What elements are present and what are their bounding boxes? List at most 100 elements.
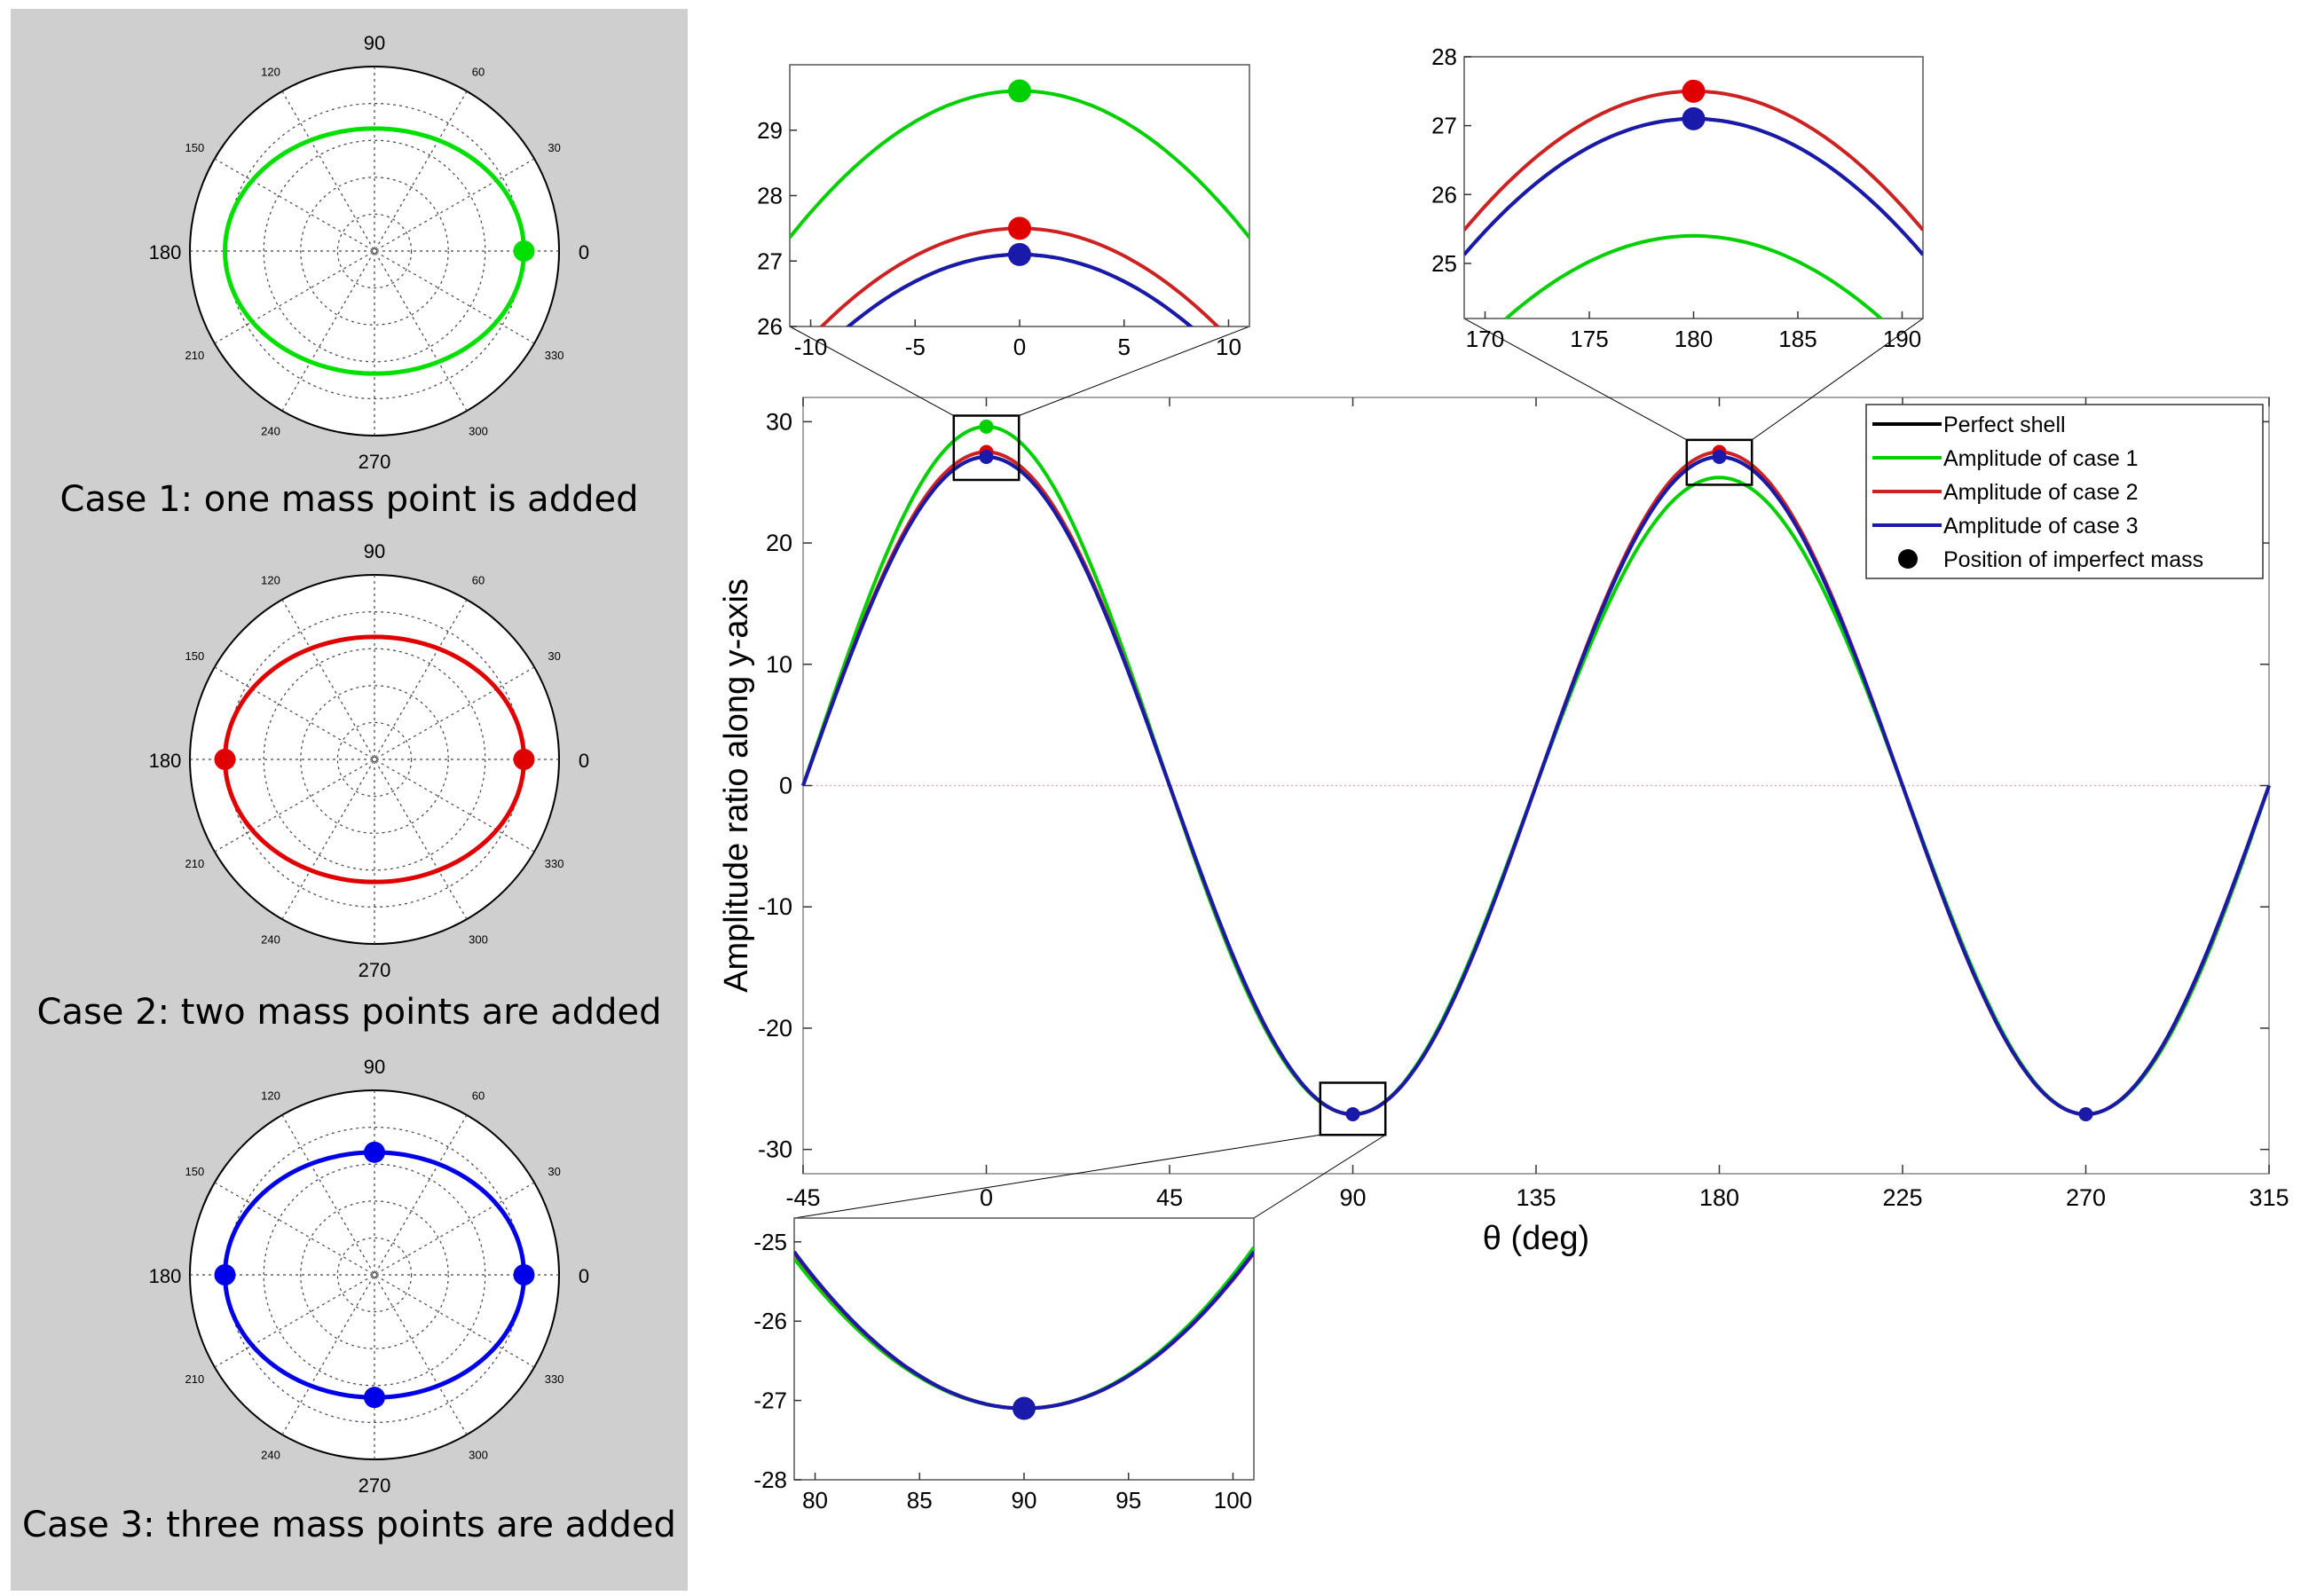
zoom-y-tick-label: 26 [757, 313, 783, 340]
polar-angle-label: 180 [149, 1265, 182, 1287]
zoom-x-tick-label: -5 [905, 334, 926, 360]
zoom-mass-marker [1008, 216, 1031, 240]
polar-angle-label: 30 [548, 649, 560, 663]
zoom-x-tick-label: 185 [1778, 326, 1816, 352]
mass-marker [979, 419, 994, 434]
polar-angle-label: 240 [261, 933, 280, 947]
zoom-mass-marker [1013, 1396, 1036, 1420]
zoom-y-tick-label: 25 [1431, 250, 1457, 277]
polar-grid-ring [300, 685, 449, 834]
y-tick-label: 0 [779, 773, 792, 799]
polar-grid-ring [300, 177, 449, 326]
polar-angle-label: 150 [185, 141, 204, 154]
y-tick-label: -30 [758, 1136, 792, 1163]
polar-mass-point [214, 1264, 236, 1285]
polar-angle-label: 120 [261, 573, 280, 586]
polar-angle-label: 60 [472, 65, 485, 78]
polar-mass-point [513, 240, 535, 262]
legend-label: Amplitude of case 1 [1943, 446, 2139, 471]
zoom-mass-marker [1682, 79, 1706, 103]
mass-marker [1345, 1107, 1360, 1122]
y-tick-label: -10 [758, 893, 792, 920]
polar-plot-3: 0 30 60 90 120 150 180 210 240 270 300 330 [149, 1056, 589, 1497]
x-tick-label: 90 [1339, 1184, 1366, 1211]
polar-angle-label: 90 [364, 1056, 385, 1078]
zoom-x-tick-label: 0 [1013, 334, 1026, 360]
x-axis-label: θ (deg) [1483, 1220, 1589, 1257]
polar-angle-label: 90 [364, 540, 385, 562]
polar-angle-label: 270 [359, 451, 391, 473]
x-tick-label: 315 [2249, 1184, 2289, 1211]
zoom-y-tick-label: 28 [757, 183, 783, 209]
legend: Perfect shell Amplitude of case 1 Amplitud… [1865, 404, 2264, 579]
zoom-mass-marker [1008, 79, 1031, 103]
polar-angle-label: 270 [359, 959, 391, 981]
legend-label: Amplitude of case 2 [1943, 480, 2139, 505]
zoom-curves [1464, 79, 1923, 318]
polar-angle-label: 60 [472, 573, 485, 586]
polar-angle-label: 210 [185, 349, 204, 362]
zoom-region-box [1319, 1081, 1387, 1136]
polar-angle-label: 150 [185, 649, 204, 663]
zoom-x-tick-label: 85 [907, 1487, 933, 1513]
zoom-x-tick-label: 5 [1117, 334, 1130, 360]
polar-angle-label: 90 [364, 32, 385, 54]
polar-angle-label: 120 [261, 1089, 280, 1102]
y-tick-label: 30 [766, 408, 792, 435]
legend-label: Amplitude of case 3 [1943, 514, 2139, 539]
zoom-connector [793, 1134, 1320, 1219]
zoom-connector [1751, 318, 1924, 441]
legend-label: Perfect shell [1943, 413, 2066, 437]
mass-marker [2078, 1107, 2093, 1122]
polar-angle-label: 60 [472, 1089, 485, 1102]
zoom-x-tick-label: 95 [1115, 1487, 1141, 1513]
y-tick-label: 20 [766, 530, 792, 556]
polar-angle-label: 330 [545, 349, 564, 362]
polar-mass-point [513, 749, 535, 770]
y-tick-label: -20 [758, 1015, 792, 1042]
polar-grid-ring [263, 648, 486, 871]
x-tick-label: 45 [1156, 1184, 1183, 1211]
zoom-series-line-2 [1503, 233, 1884, 318]
polar-angle-label: 300 [469, 425, 488, 438]
polar-angle-label: 180 [149, 241, 182, 263]
zoom-y-tick-label: -25 [753, 1229, 787, 1255]
zoom-plot-area [793, 1217, 1255, 1481]
polar-angle-label: 180 [149, 750, 182, 772]
zoom-mass-marker [1682, 106, 1706, 130]
x-tick-label: 180 [1699, 1184, 1739, 1211]
polar-angle-label: 150 [185, 1165, 204, 1178]
zoom-x-tick-label: -10 [794, 334, 828, 360]
y-axis-label: Amplitude ratio along y-axis [718, 578, 755, 993]
zoom-y-tick-label: -26 [753, 1308, 787, 1334]
zoom-y-tick-label: 29 [757, 117, 783, 144]
case-3-caption: Case 3: three mass points are added [22, 1505, 676, 1545]
zoom-curves [794, 1246, 1254, 1420]
zoom-x-tick-label: 190 [1883, 326, 1921, 352]
polar-angle-label: 120 [261, 65, 280, 78]
zoom-x-tick-label: 10 [1216, 334, 1241, 360]
zoom-inset-3: 80 85 90 95 100 -25 -26 -27 -28 [753, 1081, 1387, 1513]
zoom-y-tick-label: 27 [1431, 113, 1457, 139]
zoom-connector [1019, 326, 1250, 416]
zoom-y-tick-label: -27 [753, 1388, 787, 1414]
zoom-x-tick-label: 170 [1466, 326, 1504, 352]
zoom-connector [1253, 1134, 1386, 1219]
polar-angle-label: 0 [579, 241, 589, 263]
polar-grid-ring [263, 1163, 486, 1387]
zoom-curves [790, 79, 1249, 326]
polar-angle-label: 0 [579, 750, 589, 772]
series-line-4 [801, 454, 2271, 1117]
case-2-caption: Case 2: two mass points are added [36, 992, 662, 1033]
mass-marker [1712, 449, 1727, 464]
mass-marker [979, 449, 994, 464]
polar-angle-label: 240 [261, 425, 280, 438]
polar-grid-ring [336, 213, 413, 289]
zoom-plot-area [789, 64, 1250, 327]
zoom-x-tick-label: 175 [1570, 326, 1608, 352]
polar-mass-point [214, 749, 236, 770]
zoom-inset-1: -10 -5 0 5 10 26 27 28 29 [757, 64, 1250, 482]
zoom-y-tick-label: 28 [1431, 43, 1457, 70]
zoom-connector [1463, 318, 1688, 441]
